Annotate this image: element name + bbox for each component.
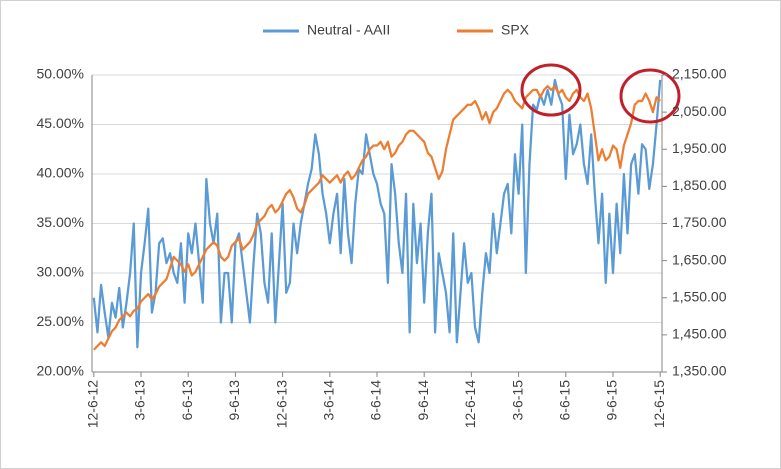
y2-tick-label: 1,450.00 <box>672 326 727 342</box>
x-tick-label: 3-6-13 <box>132 380 148 421</box>
series-line <box>93 85 661 351</box>
legend-label: Neutral - AAII <box>307 22 390 38</box>
y-tick-label: 30.00% <box>37 264 84 280</box>
x-tick-label: 6-6-14 <box>368 380 384 421</box>
x-tick-label: 6-6-15 <box>556 380 572 421</box>
highlight-circle <box>520 63 582 117</box>
x-tick-label: 3-6-14 <box>321 380 337 421</box>
y-tick-label: 35.00% <box>37 214 84 230</box>
x-tick-label: 12-6-12 <box>85 380 101 428</box>
y-tick-label: 20.00% <box>37 363 84 379</box>
x-tick-label: 3-6-15 <box>509 380 525 421</box>
x-tick-label: 9-6-14 <box>415 380 431 421</box>
y2-tick-label: 2,050.00 <box>672 103 727 119</box>
x-tick-label: 12-6-15 <box>651 380 667 428</box>
y2-tick-label: 1,750.00 <box>672 214 727 230</box>
y2-tick-label: 1,950.00 <box>672 140 727 156</box>
y2-tick-label: 1,550.00 <box>672 288 727 304</box>
y-tick-label: 40.00% <box>37 165 84 181</box>
series-line <box>92 78 662 349</box>
y2-tick-label: 1,850.00 <box>672 177 727 193</box>
x-tick-label: 12-6-13 <box>273 380 289 428</box>
y-tick-label: 25.00% <box>37 313 84 329</box>
y-tick-label: 50.00% <box>37 66 84 82</box>
y2-tick-label: 1,350.00 <box>672 363 727 379</box>
legend-label: SPX <box>501 22 530 38</box>
y2-tick-label: 1,650.00 <box>672 251 727 267</box>
x-tick-label: 12-6-14 <box>462 380 478 428</box>
x-tick-label: 9-6-13 <box>226 380 242 421</box>
y-tick-label: 45.00% <box>37 115 84 131</box>
x-tick-label: 9-6-15 <box>604 380 620 421</box>
highlight-circle <box>619 68 681 124</box>
x-tick-label: 6-6-13 <box>179 380 195 421</box>
y2-tick-label: 2,150.00 <box>672 66 727 82</box>
